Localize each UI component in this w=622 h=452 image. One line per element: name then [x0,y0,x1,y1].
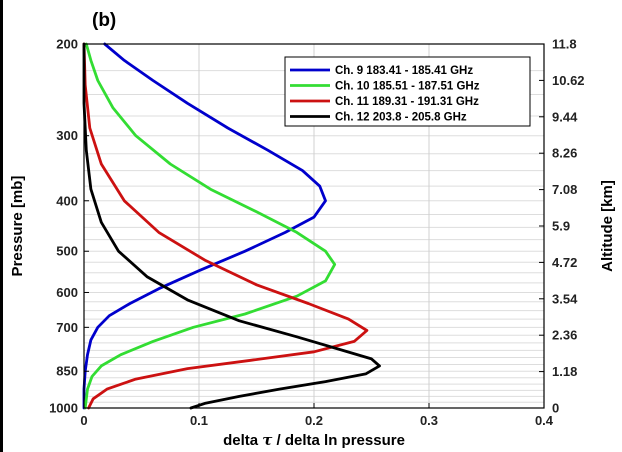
y-tick-label: 700 [56,320,78,335]
y2-tick-label: 5.9 [552,219,570,234]
left-border-strip [0,0,3,452]
y2-ticks: 11.8 10.62 9.44 8.26 7.08 5.9 4.72 3.54 2.36 1.18… [539,37,585,416]
series-line-2 [83,42,337,410]
x-tick-label: 0 [80,413,87,428]
y2-tick-label: 7.08 [552,182,577,197]
series-line-3 [82,42,369,410]
y-tick-label: 850 [56,364,78,379]
y-tick-label: 1000 [49,401,78,416]
y2-tick-label: 1.18 [552,364,577,379]
x-axis-title-part1: delta [223,432,262,449]
legend-label: Ch. 10 185.51 - 187.51 GHz [335,81,480,93]
x-axis-title-tau: τ [262,431,273,449]
y-ticks: 200 300 400 500 600 700 850 1000 [49,37,89,416]
x-axis-title-part2: / delta ln pressure [272,432,405,449]
series-line-1 [82,42,327,410]
y2-tick-label: 2.36 [552,328,577,343]
legend-label: Ch. 9 183.41 - 185.41 GHz [335,65,473,77]
y-tick-label: 500 [56,244,78,259]
x-tick-label: 0.4 [535,413,554,428]
legend-label: Ch. 11 189.31 - 191.31 GHz [335,96,479,108]
legend-label: Ch. 12 203.8 - 205.8 GHz [335,112,467,124]
panel-label: (b) [92,10,116,31]
legend-box [284,56,531,127]
series-lines [82,42,381,410]
x-ticks: 0 0.1 0.2 0.3 0.4 [80,403,554,428]
y2-tick-label: 11.8 [552,37,577,52]
y2-tick-label: 9.44 [552,109,578,124]
x-tick-label: 0.1 [190,413,208,428]
y-tick-label: 300 [56,128,78,143]
x-axis-title: delta τ / delta ln pressure [223,431,405,449]
y-tick-label: 600 [56,285,78,300]
series-line-4 [82,42,381,410]
x-tick-label: 0.3 [420,413,438,428]
y-tick-label: 200 [56,37,78,52]
y2-tick-label: 0 [552,401,559,416]
y2-axis-title: Altitude [km] [599,180,616,272]
legend: Ch. 9 183.41 - 185.41 GHz Ch. 10 185.51 -… [284,56,531,127]
y2-tick-label: 10.62 [552,73,585,88]
y-tick-label: 400 [56,193,78,208]
y2-tick-label: 3.54 [552,291,578,306]
y-axis-title: Pressure [mb] [9,176,26,277]
y2-tick-label: 4.72 [552,255,577,270]
y2-tick-label: 8.26 [552,146,577,161]
x-tick-label: 0.2 [305,413,323,428]
